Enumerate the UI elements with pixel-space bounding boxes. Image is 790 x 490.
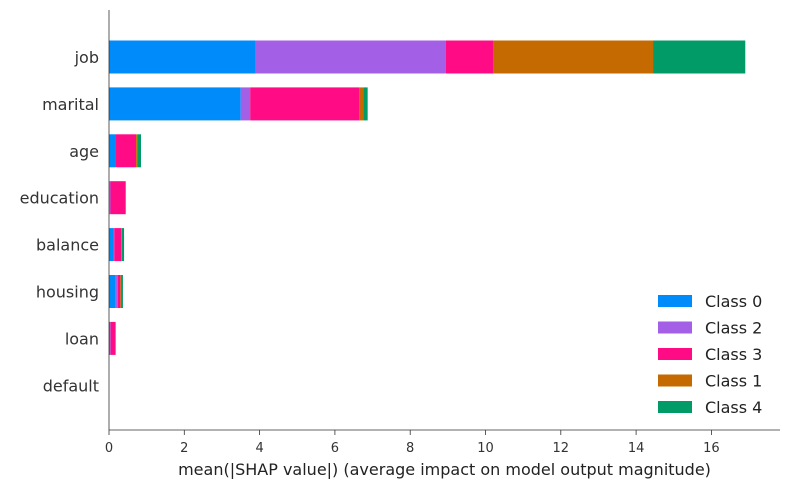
legend-swatch	[658, 374, 692, 387]
legend: Class 0 Class 2 Class 3 Class 1 Class 4	[658, 292, 762, 417]
x-tick-label: 14	[628, 441, 645, 456]
y-tick-label: age	[69, 142, 99, 161]
bar-segment	[115, 275, 118, 308]
x-tick-label: 2	[180, 441, 188, 456]
y-tick-label: loan	[65, 329, 99, 348]
legend-swatch	[658, 321, 692, 334]
bar-segment	[137, 134, 142, 168]
bar-segment	[120, 275, 122, 308]
legend-label: Class 1	[705, 372, 762, 391]
legend-swatch	[658, 401, 692, 413]
bar-segment	[115, 134, 137, 168]
bar-segment	[110, 321, 116, 355]
bar-segment	[445, 40, 494, 74]
x-tick-label: 12	[553, 441, 570, 456]
bar-segment	[363, 87, 368, 121]
x-tick-label: 0	[105, 441, 113, 456]
legend-swatch	[658, 348, 692, 360]
bar-segment	[109, 321, 111, 355]
x-tick-label: 6	[331, 441, 339, 456]
bar-segment	[109, 40, 256, 74]
legend-label: Class 4	[705, 398, 762, 417]
bar-segment	[114, 228, 122, 262]
y-tick-label: housing	[36, 283, 99, 302]
y-tick-label: balance	[36, 236, 99, 255]
bar-segment	[136, 134, 138, 168]
plot-area	[109, 40, 746, 355]
bar-segment	[240, 87, 251, 121]
y-tick-label: job	[74, 48, 99, 67]
y-tick-label: marital	[42, 95, 99, 114]
bar-segment	[113, 228, 115, 262]
bar-segment	[109, 181, 111, 215]
x-tick-label: 8	[406, 441, 414, 456]
bar-segment	[109, 134, 116, 168]
bar-segment	[359, 87, 364, 121]
legend-label: Class 3	[705, 345, 762, 364]
bar-segment	[493, 40, 654, 74]
bar-segment	[250, 87, 360, 121]
y-axis-labels: job marital age education balance housing loan…	[20, 48, 99, 395]
bar-segment	[109, 228, 114, 262]
bar-segment	[121, 228, 122, 262]
bar-segment	[121, 228, 125, 262]
legend-label: Class 2	[705, 319, 762, 338]
x-tick-label: 4	[255, 441, 263, 456]
bar-segment	[117, 275, 121, 308]
bar-segment	[110, 181, 126, 215]
bar-segment	[109, 87, 241, 121]
y-tick-label: default	[43, 376, 99, 395]
x-tick-label: 16	[703, 441, 720, 456]
bar-segment	[109, 275, 116, 308]
x-tick-label: 10	[477, 441, 494, 456]
legend-label: Class 0	[705, 292, 762, 311]
bar-segment	[121, 275, 123, 308]
y-tick-label: education	[20, 189, 99, 208]
legend-swatch	[658, 295, 692, 307]
bar-segment	[255, 40, 446, 74]
bar-segment	[653, 40, 746, 74]
x-axis-label: mean(|SHAP value|) (average impact on mo…	[178, 460, 711, 479]
x-axis-ticks: 0 2 4 6 8 10 12 14 16	[105, 430, 720, 456]
